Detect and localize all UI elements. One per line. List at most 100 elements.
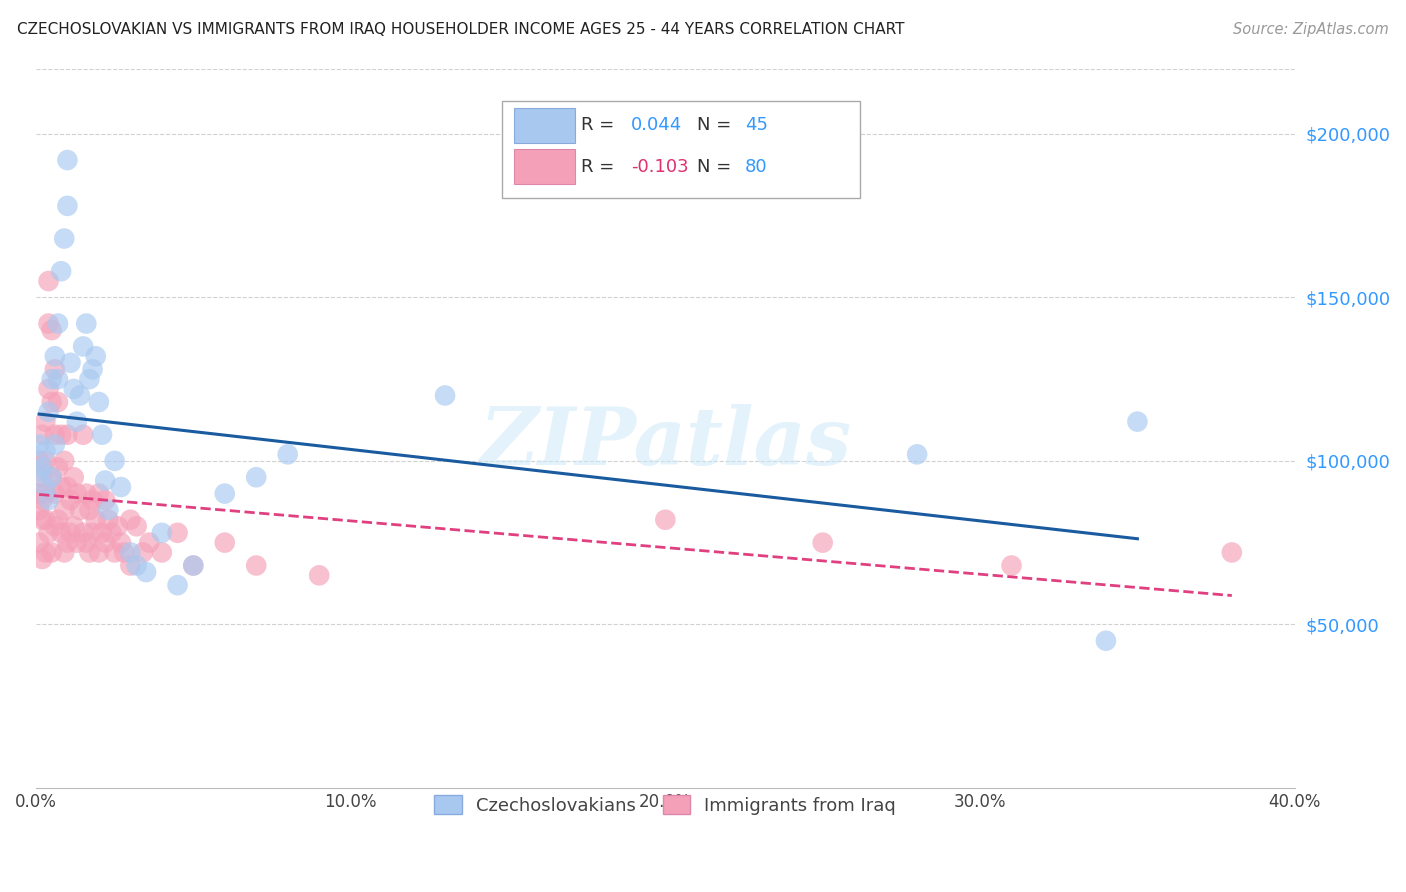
Point	[97, 513, 120, 527]
Point	[46, 317, 69, 331]
Point	[53, 231, 76, 245]
Point	[66, 535, 89, 549]
Point	[62, 382, 84, 396]
Point	[1000, 558, 1022, 573]
Point	[46, 513, 69, 527]
Point	[41, 470, 63, 484]
Text: ZIPatlas: ZIPatlas	[479, 404, 852, 482]
Point	[166, 525, 188, 540]
Point	[79, 545, 101, 559]
Point	[49, 427, 72, 442]
Point	[38, 317, 60, 331]
Point	[654, 513, 676, 527]
Point	[38, 493, 60, 508]
Point	[56, 480, 79, 494]
Point	[44, 427, 66, 442]
Point	[49, 264, 72, 278]
Point	[49, 480, 72, 494]
Text: R =: R =	[581, 158, 620, 176]
Point	[34, 454, 56, 468]
Point	[41, 395, 63, 409]
Point	[41, 470, 63, 484]
Point	[28, 437, 51, 451]
Point	[72, 339, 94, 353]
Point	[56, 535, 79, 549]
Point	[811, 535, 834, 549]
Point	[75, 317, 97, 331]
Point	[44, 437, 66, 451]
Point	[150, 525, 173, 540]
Point	[150, 545, 173, 559]
Point	[125, 558, 148, 573]
Point	[135, 565, 157, 579]
Point	[49, 525, 72, 540]
Point	[120, 513, 142, 527]
Point	[34, 415, 56, 429]
Point	[1126, 415, 1149, 429]
Point	[905, 447, 928, 461]
Point	[53, 454, 76, 468]
Point	[34, 444, 56, 458]
Point	[31, 460, 53, 475]
Point	[97, 503, 120, 517]
Point	[94, 474, 117, 488]
Point	[31, 470, 53, 484]
Point	[62, 519, 84, 533]
Text: Source: ZipAtlas.com: Source: ZipAtlas.com	[1233, 22, 1389, 37]
Point	[91, 525, 114, 540]
Point	[38, 382, 60, 396]
Point	[28, 454, 51, 468]
Text: CZECHOSLOVAKIAN VS IMMIGRANTS FROM IRAQ HOUSEHOLDER INCOME AGES 25 - 44 YEARS CO: CZECHOSLOVAKIAN VS IMMIGRANTS FROM IRAQ …	[17, 22, 904, 37]
Point	[66, 486, 89, 500]
Point	[44, 519, 66, 533]
Point	[112, 545, 135, 559]
FancyBboxPatch shape	[515, 149, 575, 184]
Text: N =: N =	[697, 116, 737, 135]
Point	[41, 323, 63, 337]
Point	[82, 525, 104, 540]
Point	[46, 372, 69, 386]
Point	[34, 480, 56, 494]
Point	[120, 545, 142, 559]
Point	[56, 153, 79, 167]
Point	[72, 427, 94, 442]
Point	[79, 503, 101, 517]
Point	[181, 558, 204, 573]
Point	[79, 372, 101, 386]
Point	[59, 356, 82, 370]
Point	[181, 558, 204, 573]
Point	[53, 503, 76, 517]
Point	[87, 486, 110, 500]
Text: 45: 45	[745, 116, 768, 135]
Point	[59, 493, 82, 508]
Point	[46, 395, 69, 409]
Point	[59, 525, 82, 540]
Point	[28, 503, 51, 517]
Point	[46, 460, 69, 475]
Point	[104, 454, 127, 468]
Point	[41, 372, 63, 386]
Point	[75, 486, 97, 500]
Point	[28, 464, 51, 478]
Point	[82, 493, 104, 508]
Point	[84, 513, 107, 527]
Point	[1095, 633, 1118, 648]
Point	[66, 415, 89, 429]
Point	[44, 362, 66, 376]
Point	[28, 535, 51, 549]
Point	[110, 535, 132, 549]
Point	[41, 545, 63, 559]
Point	[434, 388, 457, 402]
FancyBboxPatch shape	[502, 101, 860, 198]
Point	[82, 362, 104, 376]
Point	[84, 349, 107, 363]
Point	[56, 427, 79, 442]
Point	[166, 578, 188, 592]
Point	[38, 525, 60, 540]
Point	[100, 525, 122, 540]
Point	[245, 470, 267, 484]
Point	[44, 486, 66, 500]
Point	[308, 568, 330, 582]
Point	[34, 545, 56, 559]
Point	[75, 535, 97, 549]
